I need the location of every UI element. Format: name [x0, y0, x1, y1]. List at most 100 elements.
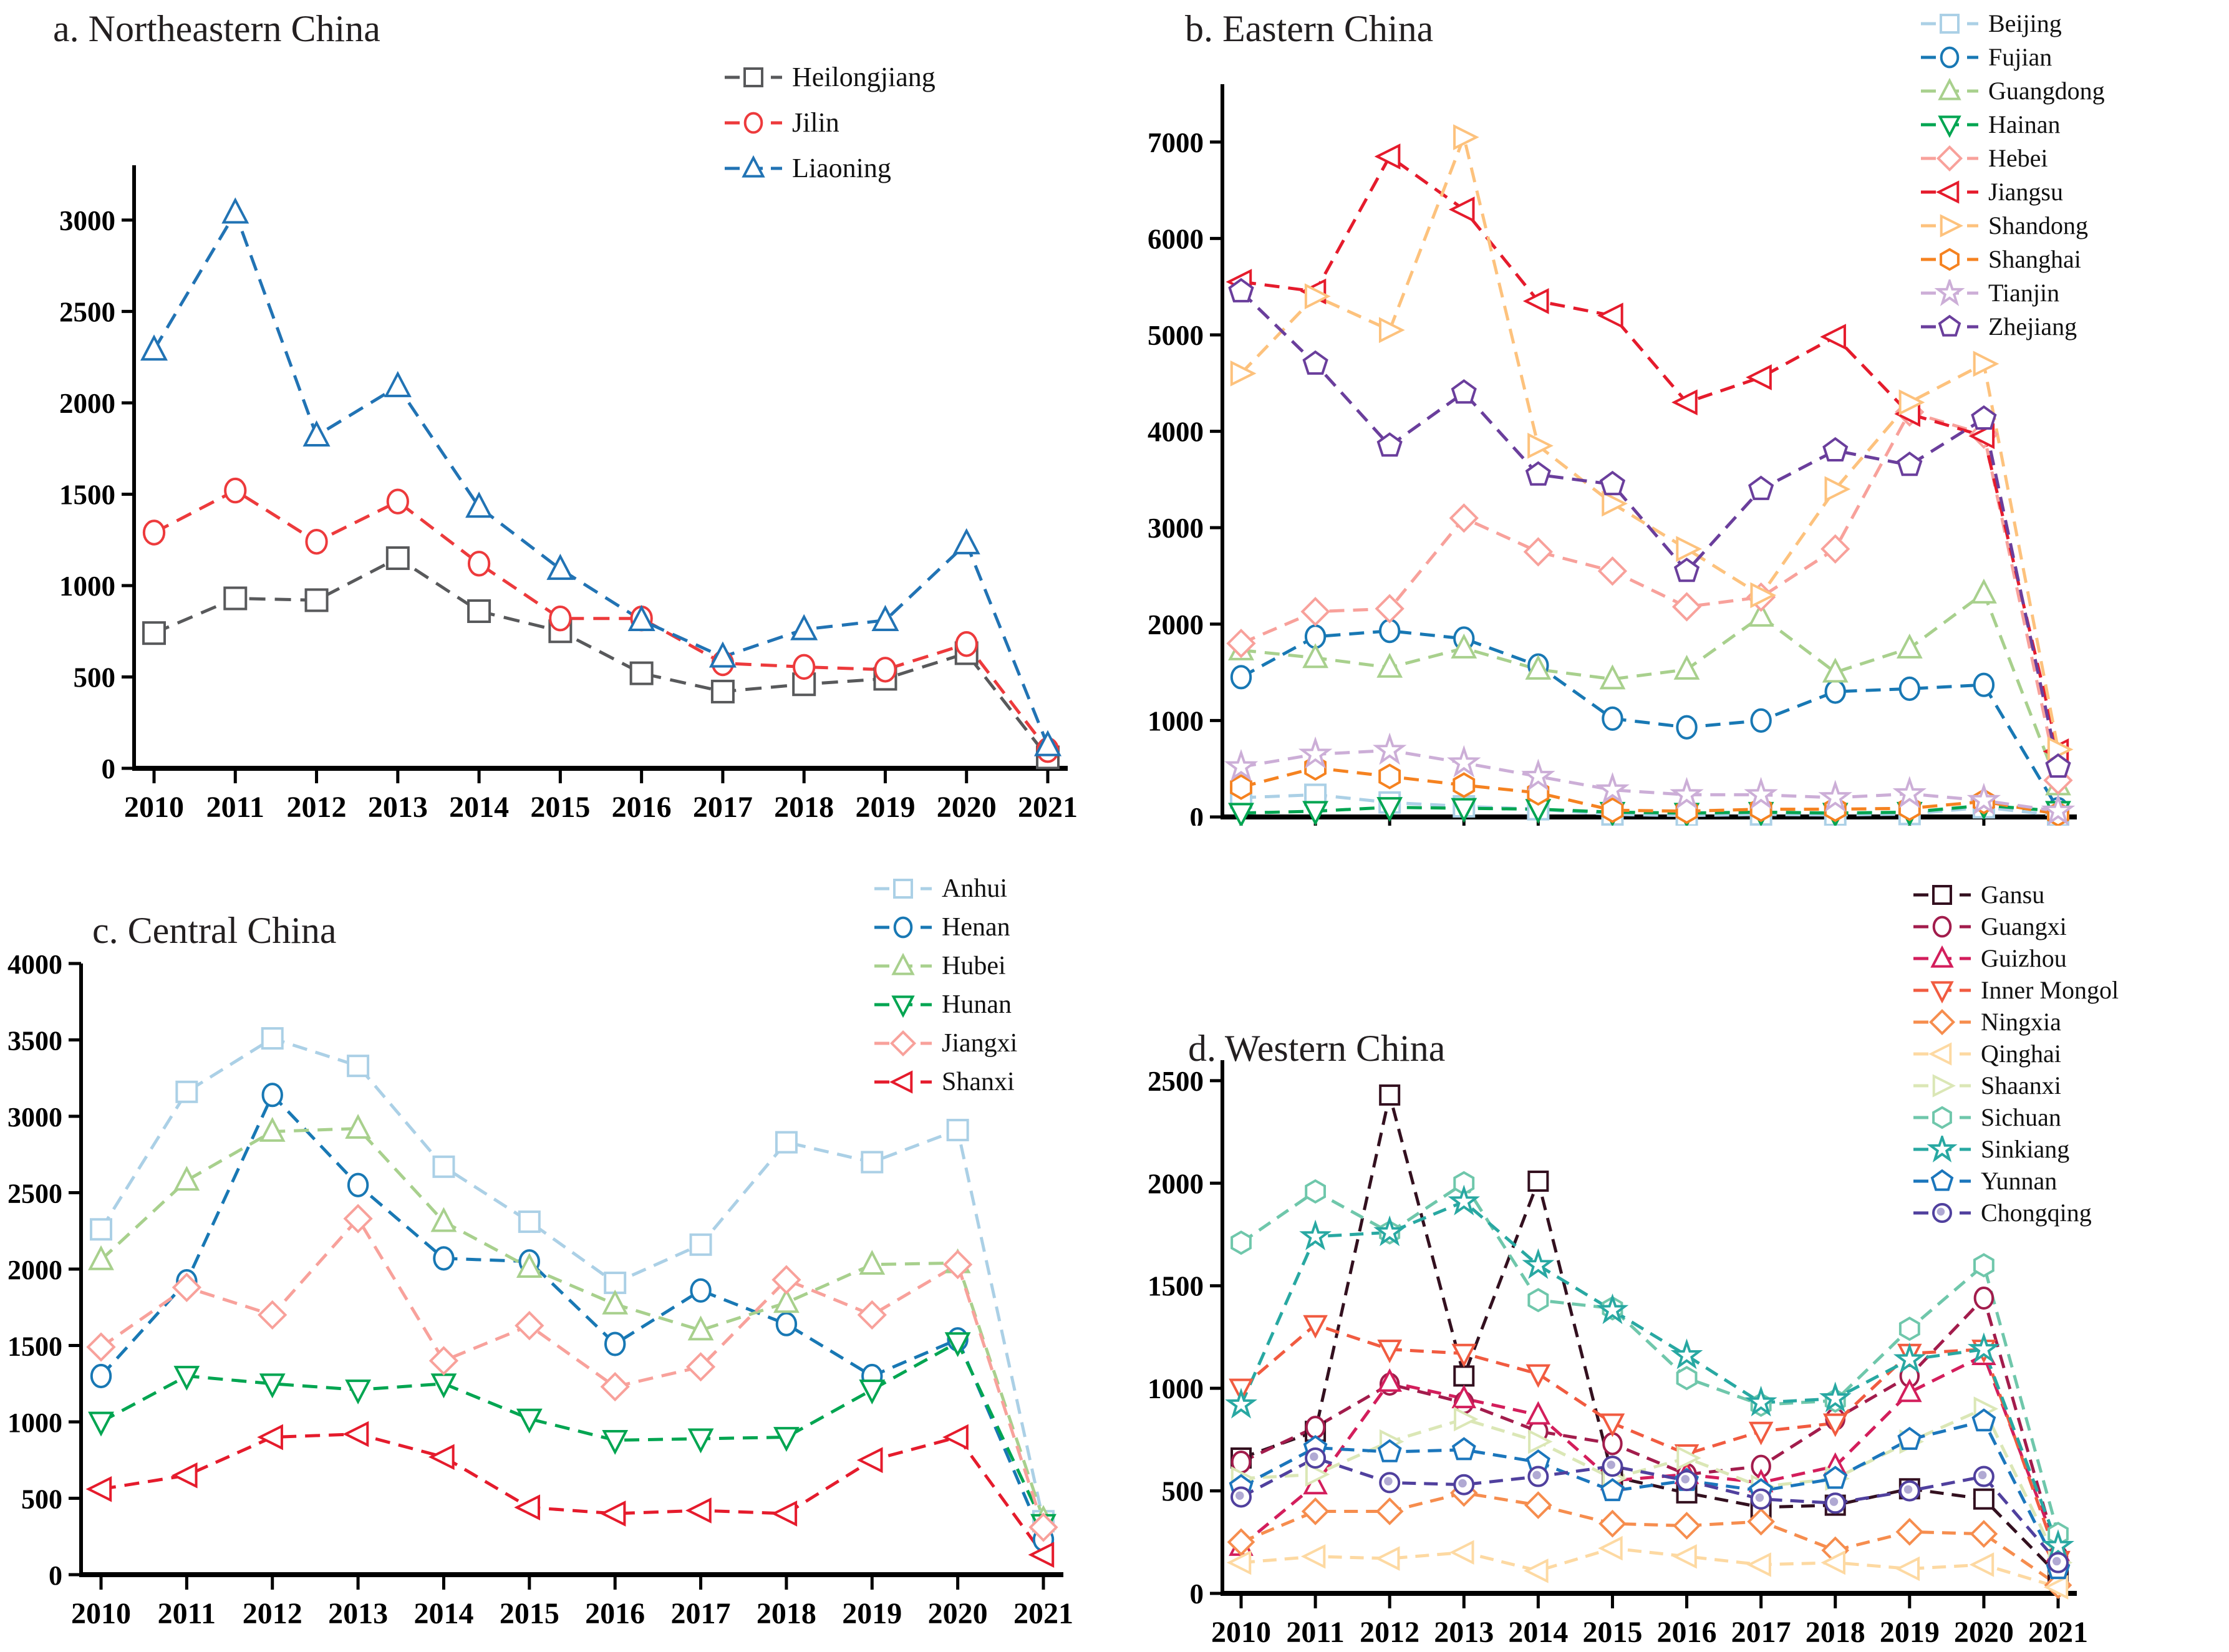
legend-label: Sichuan — [1981, 1103, 2061, 1131]
legend-item-gansu: Gansu — [1912, 880, 2119, 909]
star-marker-icon — [1913, 1135, 1971, 1162]
triangle-left-marker-icon — [1921, 180, 1978, 204]
triangle-up-marker-icon — [1913, 945, 1971, 968]
y-tick-label: 2000 — [1148, 1168, 1204, 1199]
y-tick-label: 1000 — [59, 571, 115, 602]
y-tick-label: 2000 — [59, 388, 115, 419]
x-tick-label: 2018 — [774, 791, 834, 824]
x-tick-label: 2010 — [71, 1597, 131, 1630]
series-markers-qinghai — [1226, 1535, 2069, 1600]
series-markers-liaoning — [140, 197, 1062, 756]
legend-item-shanxi: Shanxi — [873, 1067, 1017, 1097]
panel-d-title: d. Western China — [1188, 1028, 1446, 1069]
x-tick-label: 2011 — [158, 1597, 216, 1630]
legend-label: Hubei — [942, 952, 1006, 980]
legend-label: Inner Mongol — [1981, 976, 2119, 1004]
panel-eastern-china: b. Eastern China 0 1000 2000 3000 4000 5000 60… — [1113, 0, 2229, 826]
y-tick-label: 0 — [1190, 802, 1204, 826]
axes: 0100020003000400050006000700020102011201… — [1148, 84, 2077, 826]
series-line-anhui — [99, 1036, 1045, 1522]
y-tick-label: 3000 — [1148, 513, 1204, 544]
y-tick-label: 1500 — [59, 479, 115, 510]
series-markers-hebei — [1226, 397, 2073, 795]
series-line-gansu — [1240, 1094, 2059, 1577]
x-tick-label: 2014 — [449, 791, 509, 824]
y-tick-label: 2500 — [59, 296, 115, 327]
x-tick-label: 2011 — [1286, 1616, 1344, 1649]
pentagon-marker-icon — [1921, 314, 1978, 337]
series-line-jilin — [153, 488, 1049, 751]
series-line-jiangxi — [100, 1215, 1045, 1528]
series-markers-tianjin — [1224, 732, 2076, 826]
series-line-guangxi — [1240, 1295, 2060, 1557]
series-line-fujian — [1240, 629, 2060, 810]
square-marker-icon — [874, 879, 932, 899]
x-tick-label: 2021 — [2028, 1616, 2088, 1649]
y-tick-label: 6000 — [1148, 223, 1204, 254]
triangle-down-marker-icon — [1921, 115, 1978, 138]
x-tick-label: 2015 — [1582, 1616, 1642, 1649]
legend-label: Yunnan — [1981, 1167, 2057, 1195]
y-tick-label: 5000 — [1148, 320, 1204, 351]
series-markers-ningxia — [1227, 1479, 2072, 1600]
panel-d-chart: 0 500 1000 1500 2000 2500 2010 2011 2012 2013 2014… — [1148, 1060, 2088, 1649]
legend-item-yunnan: Yunnan — [1912, 1166, 2119, 1196]
x-tick-label: 2018 — [1806, 1616, 1865, 1649]
axes: 0 500 1000 1500 2000 2500 2010 2011 2012 2013 2014… — [1148, 1060, 2088, 1649]
series-line-henan — [100, 1092, 1045, 1540]
y-tick-label: 4000 — [7, 949, 62, 980]
legend-item-liaoning: Liaoning — [723, 152, 936, 184]
legend-label: Jilin — [792, 107, 839, 138]
series-lines — [1239, 1094, 2060, 1589]
series-lines — [99, 1036, 1045, 1556]
x-tick-label: 2019 — [842, 1597, 902, 1630]
series-line-liaoning — [152, 209, 1050, 746]
legend-label: Shanxi — [942, 1068, 1015, 1096]
y-tick-label: 2000 — [7, 1255, 62, 1285]
legend-label: Henan — [942, 913, 1010, 942]
series-line-hainan — [1240, 803, 2059, 815]
legend-item-jiangxi: Jiangxi — [873, 1028, 1017, 1058]
series-markers-anhui — [90, 1027, 1055, 1533]
legend-item-jilin: Jilin — [723, 107, 936, 138]
series-line-guangdong — [1240, 591, 2060, 786]
legend-label: Sinkiang — [1981, 1135, 2070, 1163]
legend-item-beijing: Beijing — [1920, 9, 2105, 38]
pentagon-marker-icon — [1913, 1169, 1971, 1191]
legend-item-inner-mongol: Inner Mongol — [1912, 975, 2119, 1005]
x-tick-label: 2016 — [1657, 1616, 1717, 1649]
x-tick-label: 2017 — [1731, 1616, 1791, 1649]
y-tick-label: 0 — [1190, 1578, 1204, 1610]
hexagon-marker-icon — [1913, 1106, 1971, 1129]
triangle-down-marker-icon — [1913, 980, 1971, 1003]
series-line-heilongjiang — [153, 556, 1049, 758]
x-tick-label: 2012 — [287, 791, 347, 824]
triangle-right-marker-icon — [1913, 1073, 1971, 1098]
x-tick-label: 2010 — [1211, 1616, 1271, 1649]
x-tick-label: 2015 — [500, 1597, 559, 1630]
panel-a-legend: Heilongjiang Jilin Liaoning — [723, 61, 936, 184]
series-markers-chongqing — [1231, 1447, 2069, 1573]
x-tick-label: 2019 — [1880, 1616, 1940, 1649]
triangle-left-marker-icon — [1913, 1041, 1971, 1066]
legend-label: Jiangsu — [1988, 178, 2063, 206]
series-line-sichuan — [1240, 1181, 2060, 1535]
legend-label: Fujian — [1988, 43, 2053, 71]
hexagon-marker-icon — [1921, 248, 1978, 271]
panel-b-chart: 0100020003000400050006000700020102011201… — [1148, 84, 2077, 826]
y-tick-label: 0 — [102, 753, 116, 785]
legend-label: Ningxia — [1981, 1008, 2061, 1036]
axes: 0 500 1000 1500 2000 2500 3000 2010 2011 2012 2013… — [59, 165, 1078, 824]
legend-label: Guangxi — [1981, 912, 2067, 940]
legend-label: Jiangxi — [942, 1029, 1018, 1058]
x-tick-label: 2020 — [928, 1597, 988, 1630]
y-tick-label: 0 — [49, 1560, 62, 1591]
legend-label: Hebei — [1988, 144, 2048, 172]
legend-label: Liaoning — [792, 153, 891, 183]
legend-label: Heilongjiang — [792, 62, 936, 92]
series-line-shanghai — [1240, 766, 2059, 816]
x-tick-label: 2016 — [612, 791, 672, 824]
series-markers-fujian — [1230, 619, 2069, 822]
y-tick-label: 500 — [74, 662, 116, 693]
